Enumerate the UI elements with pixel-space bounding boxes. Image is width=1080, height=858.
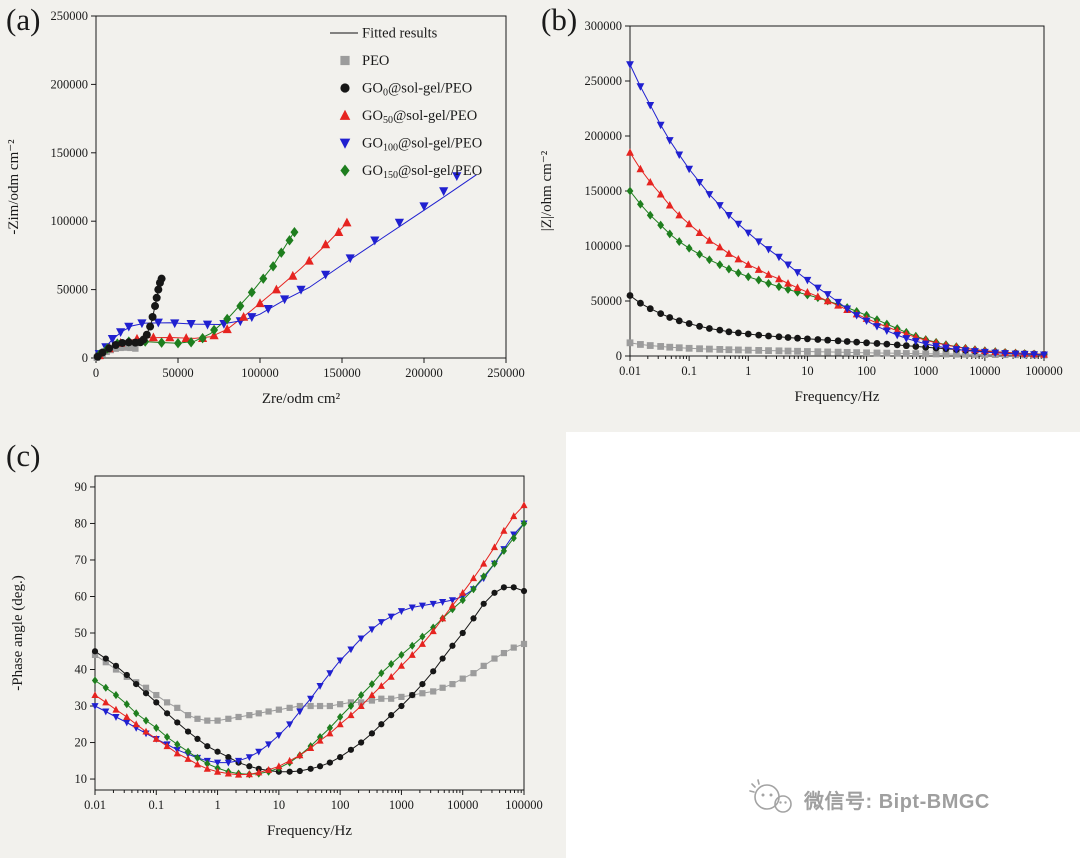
svg-text:50: 50 [75, 626, 88, 640]
svg-text:300000: 300000 [585, 19, 623, 33]
svg-text:1: 1 [214, 798, 220, 812]
panel-b-label: (b) [541, 2, 578, 37]
svg-text:150000: 150000 [51, 146, 89, 160]
panel-a: (a) 0 50000 100000 150000 200000 250000 0 50000… [0, 0, 534, 432]
svg-text:10000: 10000 [969, 364, 1000, 378]
svg-text:150000: 150000 [585, 184, 623, 198]
series-fit-GO100 [96, 174, 477, 358]
svg-text:1000: 1000 [389, 798, 414, 812]
svg-text:-Zim/odm cm⁻²: -Zim/odm cm⁻² [6, 139, 22, 235]
svg-text:50000: 50000 [591, 294, 622, 308]
svg-text:1000: 1000 [913, 364, 938, 378]
legend: Fitted results PEO GO0@sol-gel/PEO GO50@sol… [330, 26, 482, 181]
svg-text:150000: 150000 [323, 366, 361, 380]
svg-text:GO0@sol-gel/PEO: GO0@sol-gel/PEO [362, 81, 472, 99]
svg-text:10: 10 [273, 798, 286, 812]
series-GO50@sol-gel/PEO [94, 217, 352, 360]
svg-text:GO50@sol-gel/PEO: GO50@sol-gel/PEO [362, 108, 477, 126]
svg-text:0.01: 0.01 [84, 798, 106, 812]
svg-text:50000: 50000 [162, 366, 193, 380]
svg-text:Frequency/Hz: Frequency/Hz [267, 823, 352, 839]
svg-text:100: 100 [857, 364, 876, 378]
svg-text:GO150@sol-gel/PEO: GO150@sol-gel/PEO [362, 163, 482, 181]
series-GO0@sol-gel/PEO [93, 274, 166, 361]
svg-text:Fitted results: Fitted results [362, 26, 438, 42]
svg-text:200000: 200000 [405, 366, 443, 380]
nyquist-chart: 0 50000 100000 150000 200000 250000 0 50000 1000… [0, 0, 534, 437]
series-GO150@sol-gel/PEO [626, 186, 1048, 359]
svg-text:50000: 50000 [57, 283, 88, 297]
svg-text:|Z|/ohm cm⁻²: |Z|/ohm cm⁻² [539, 150, 555, 231]
svg-text:100000: 100000 [51, 214, 89, 228]
svg-text:1: 1 [745, 364, 751, 378]
svg-text:100: 100 [331, 798, 350, 812]
svg-text:Zre/odm cm²: Zre/odm cm² [262, 391, 341, 407]
panel-a-label: (a) [6, 2, 41, 37]
figure-background-top [0, 0, 1080, 432]
panel-c-label: (c) [6, 438, 41, 473]
svg-text:PEO: PEO [362, 53, 389, 69]
svg-text:250000: 250000 [585, 74, 623, 88]
svg-text:0.01: 0.01 [619, 364, 641, 378]
svg-text:0: 0 [93, 366, 99, 380]
svg-text:0: 0 [82, 351, 88, 365]
chart-svg-b: 0.01 0.1 1 10 100 1000 10000 100000 0 50000 100000… [539, 19, 1063, 405]
series-fit-GO50 [97, 220, 349, 358]
svg-text:10000: 10000 [447, 798, 478, 812]
svg-text:GO100@sol-gel/PEO: GO100@sol-gel/PEO [362, 136, 482, 154]
figure-background-bottom-left [0, 432, 566, 858]
svg-text:0: 0 [616, 349, 622, 363]
svg-text:70: 70 [75, 553, 88, 567]
svg-text:0.1: 0.1 [681, 364, 697, 378]
watermark: 微信号: Bipt-BMGC [748, 778, 990, 820]
svg-text:200000: 200000 [51, 77, 89, 91]
svg-text:250000: 250000 [487, 366, 525, 380]
panel-b: (b) 0.01 0.1 1 10 100 1000 10000 100000 0 50000 10… [535, 0, 1080, 432]
panel-c: (c) 0.01 0.1 1 10 100 1000 10000 100000 10 20 30 40… [0, 432, 562, 858]
series-GO50@sol-gel/PEO [91, 501, 528, 778]
svg-text:80: 80 [75, 516, 88, 530]
svg-text:40: 40 [75, 663, 88, 677]
series-PEO [91, 640, 528, 724]
svg-text:100000: 100000 [585, 239, 623, 253]
svg-text:100000: 100000 [1025, 364, 1063, 378]
svg-text:10: 10 [801, 364, 814, 378]
bode-phase-chart: 0.01 0.1 1 10 100 1000 10000 100000 10 20 30 40 50 60… [0, 432, 562, 858]
svg-text:200000: 200000 [585, 129, 623, 143]
wechat-icon [749, 779, 792, 813]
bode-magnitude-chart: 0.01 0.1 1 10 100 1000 10000 100000 0 50000 100000… [535, 0, 1080, 437]
svg-text:60: 60 [75, 589, 88, 603]
svg-text:10: 10 [75, 772, 88, 786]
svg-text:0.1: 0.1 [148, 798, 164, 812]
svg-text:100000: 100000 [241, 366, 279, 380]
svg-text:90: 90 [75, 480, 88, 494]
chart-svg-a: 0 50000 100000 150000 200000 250000 0 50000 1000… [6, 9, 525, 407]
svg-text:100000: 100000 [505, 798, 543, 812]
series-GO100@sol-gel/PEO [94, 172, 462, 359]
series-GO100@sol-gel/PEO [626, 61, 1048, 359]
svg-text:30: 30 [75, 699, 88, 713]
watermark-text: 微信号: Bipt-BMGC [804, 790, 990, 813]
svg-text:250000: 250000 [51, 9, 89, 23]
chart-svg-c: 0.01 0.1 1 10 100 1000 10000 100000 10 20 30 40 50 60… [10, 475, 543, 839]
svg-text:Frequency/Hz: Frequency/Hz [795, 389, 880, 405]
svg-text:-Phase angle (deg.): -Phase angle (deg.) [10, 575, 26, 690]
svg-text:20: 20 [75, 736, 88, 750]
